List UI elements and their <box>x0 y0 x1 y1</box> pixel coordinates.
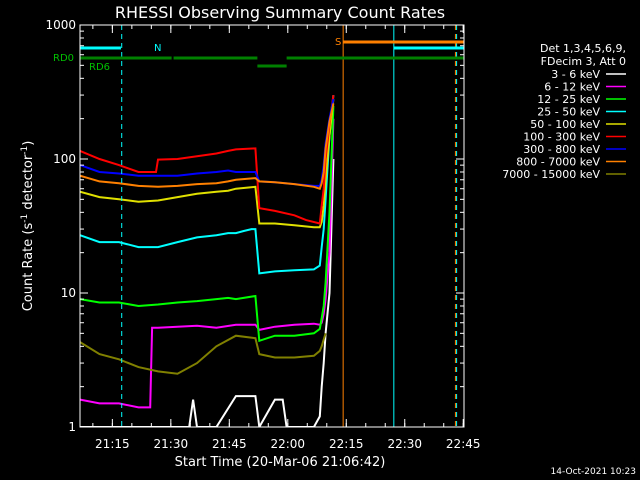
legend-label: 100 - 300 keV <box>523 131 600 144</box>
legend-label: 6 - 12 keV <box>544 81 600 94</box>
series-layer <box>80 94 335 427</box>
y-axis-label-part: ) <box>21 141 36 146</box>
series-line <box>80 98 335 229</box>
x-tick-label: 21:45 <box>212 437 247 451</box>
legend-header-line: Det 1,3,4,5,6,9, <box>540 42 626 55</box>
series-line <box>80 94 335 225</box>
series-line <box>80 118 335 409</box>
state-bar-label: RD6 <box>89 62 110 73</box>
y-tick-label: 1 <box>68 420 76 434</box>
footer-timestamp: 14-Oct-2021 10:23 <box>551 467 636 477</box>
legend-label: 12 - 25 keV <box>537 93 600 106</box>
y-axis-label-exponent: -1 <box>20 146 30 155</box>
x-tick-label: 21:30 <box>154 437 189 451</box>
series-line <box>80 95 335 275</box>
y-axis: 1 10 100 1000 <box>45 18 464 434</box>
x-tick-label: 22:15 <box>329 437 364 451</box>
x-tick-label: 21:15 <box>95 437 130 451</box>
legend: Det 1,3,4,5,6,9, FDecim 3, Att 0 3 - 6 k… <box>502 42 626 181</box>
y-axis-label: Count Rate (s-1 detector-1) <box>20 141 36 312</box>
x-tick-label: 22:45 <box>446 437 481 451</box>
series-line <box>80 158 335 427</box>
y-axis-label-part: Count Rate (s <box>21 223 36 312</box>
state-bar-label: N <box>154 43 161 54</box>
series-line <box>80 105 335 343</box>
y-axis-label-part: detector <box>21 154 36 214</box>
series-line <box>80 98 335 187</box>
y-axis-label-exponent: -1 <box>20 214 30 223</box>
legend-label: 50 - 100 keV <box>530 118 600 131</box>
state-bar-label: S <box>335 37 341 48</box>
y-tick-label: 1000 <box>45 18 76 32</box>
legend-label: 7000 - 15000 keV <box>502 168 600 181</box>
chart-title: RHESSI Observing Summary Count Rates <box>115 3 445 22</box>
legend-header-line: FDecim 3, Att 0 <box>541 55 626 68</box>
x-axis: 21:15 21:30 21:45 22:00 22:15 22:30 22:45 <box>92 25 481 451</box>
x-tick-label: 22:00 <box>270 437 305 451</box>
y-tick-label: 10 <box>61 286 76 300</box>
x-axis-label: Start Time (20-Mar-06 21:06:42) <box>175 455 386 470</box>
series-line <box>80 103 335 190</box>
state-bar-label: RD0 <box>53 53 74 64</box>
y-tick-label: 100 <box>53 152 76 166</box>
plot-frame <box>79 24 465 428</box>
marker-layer <box>121 25 458 427</box>
legend-label: 25 - 50 keV <box>537 106 600 119</box>
legend-label: 800 - 7000 keV <box>516 156 600 169</box>
series-line <box>80 333 327 375</box>
x-tick-label: 22:30 <box>387 437 422 451</box>
legend-label: 3 - 6 keV <box>551 68 600 81</box>
state-layer: RD0 RD6 N S <box>53 37 464 73</box>
legend-label: 300 - 800 keV <box>523 143 600 156</box>
